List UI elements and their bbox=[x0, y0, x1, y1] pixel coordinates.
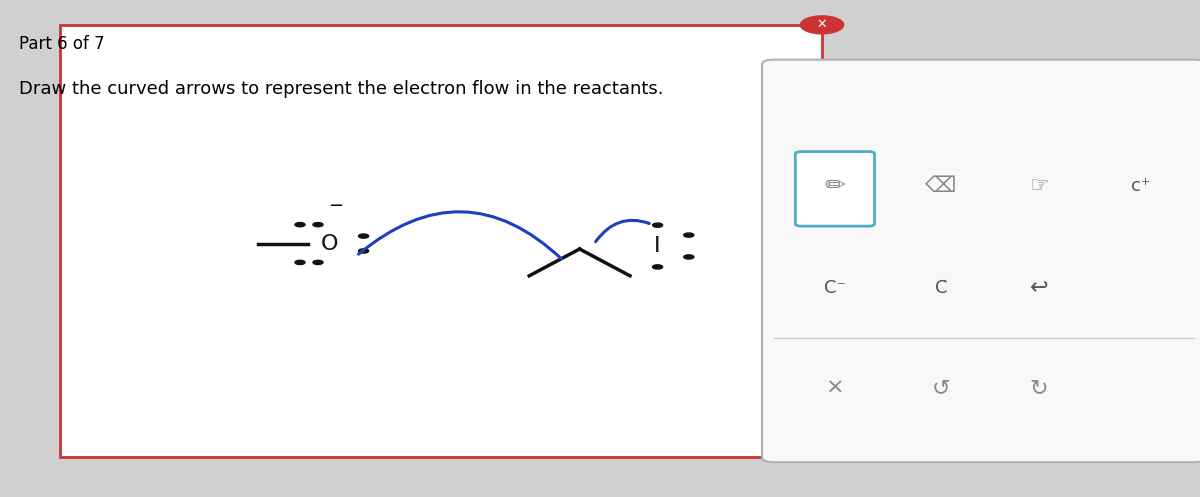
Text: I: I bbox=[654, 236, 661, 256]
Circle shape bbox=[295, 260, 305, 264]
Circle shape bbox=[313, 223, 323, 227]
FancyArrowPatch shape bbox=[595, 220, 649, 242]
Circle shape bbox=[684, 255, 694, 259]
Circle shape bbox=[684, 233, 694, 237]
Circle shape bbox=[800, 16, 844, 34]
Text: ✏: ✏ bbox=[824, 174, 846, 198]
FancyBboxPatch shape bbox=[60, 25, 822, 457]
Circle shape bbox=[359, 234, 368, 238]
Text: ⌫: ⌫ bbox=[925, 176, 956, 196]
FancyBboxPatch shape bbox=[796, 152, 875, 226]
Circle shape bbox=[359, 249, 368, 253]
Text: O: O bbox=[322, 234, 338, 253]
Circle shape bbox=[653, 223, 662, 227]
FancyArrowPatch shape bbox=[359, 212, 562, 259]
Text: C⁻: C⁻ bbox=[824, 279, 846, 297]
Circle shape bbox=[295, 223, 305, 227]
Text: c⁺: c⁺ bbox=[1132, 177, 1151, 195]
Text: ↺: ↺ bbox=[931, 378, 950, 398]
FancyBboxPatch shape bbox=[762, 60, 1200, 462]
Circle shape bbox=[313, 260, 323, 264]
Text: −: − bbox=[329, 197, 343, 215]
Text: Part 6 of 7: Part 6 of 7 bbox=[19, 35, 104, 53]
Text: Draw the curved arrows to represent the electron flow in the reactants.: Draw the curved arrows to represent the … bbox=[19, 80, 664, 97]
Circle shape bbox=[653, 265, 662, 269]
Text: ✕: ✕ bbox=[817, 18, 827, 31]
Text: C̈: C̈ bbox=[935, 279, 947, 297]
Text: ☞: ☞ bbox=[1028, 176, 1049, 196]
Text: ↻: ↻ bbox=[1030, 378, 1049, 398]
Text: ↩: ↩ bbox=[1030, 278, 1049, 298]
Text: ×: × bbox=[826, 378, 845, 398]
